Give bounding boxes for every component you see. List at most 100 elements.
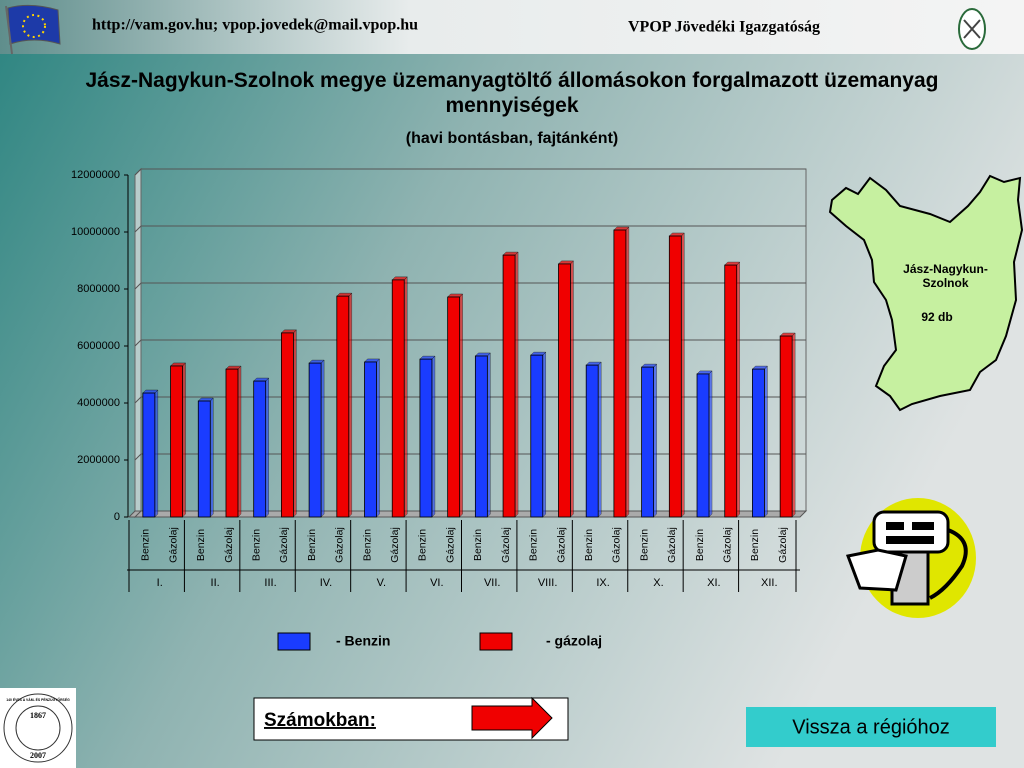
x-sub-label: Gázolaj: [389, 527, 401, 563]
chart-title: Jász-Nagykun-Szolnok megye üzemanyagtölt…: [85, 69, 939, 117]
bar: [197, 400, 211, 518]
bar-side: [237, 365, 242, 518]
bar-side: [459, 293, 463, 518]
bar: [336, 295, 350, 518]
bar: [613, 229, 627, 518]
x-sub-label: Benzin: [694, 529, 706, 561]
bar-side: [320, 359, 325, 518]
x-tick-label: I.: [157, 577, 163, 589]
bar-side: [182, 362, 186, 518]
bar: [779, 335, 793, 518]
x-sub-label: Gázolaj: [167, 527, 179, 563]
stamp: 140 ÉVES A VÁM- ÉS PÉNZÜGYŐRSÉG 1867 200…: [0, 688, 76, 768]
bar-top: [142, 389, 159, 394]
bar-top: [502, 251, 519, 256]
bar: [142, 392, 156, 518]
back-button[interactable]: Vissza a régióhoz: [746, 707, 996, 747]
x-sub-label: Benzin: [250, 529, 262, 561]
grid-line: [134, 510, 806, 518]
bar-side: [542, 351, 547, 518]
y-tick-label: 12000000: [71, 169, 120, 181]
grid-line: [134, 453, 806, 461]
bar: [585, 364, 599, 518]
bar: [308, 362, 322, 518]
bar: [364, 361, 377, 518]
header-url: http://vam.gov.hu; vpop.jovedek@mail.vpo…: [92, 17, 418, 34]
y-tick-label: 2000000: [77, 454, 120, 466]
grid-line: [134, 168, 806, 176]
bar: [419, 358, 433, 518]
grid-line: [134, 282, 806, 290]
x-sub-label: Benzin: [140, 529, 152, 561]
x-sub-label: Gázolaj: [500, 527, 512, 563]
bar: [696, 373, 710, 518]
bar: [558, 263, 571, 518]
bar: [668, 235, 682, 518]
x-sub-label: Gázolaj: [777, 527, 789, 563]
bar-top: [696, 370, 713, 375]
bar-side: [625, 226, 630, 518]
bar: [170, 365, 183, 518]
bar-side: [293, 329, 297, 518]
x-tick-label: IV.: [320, 577, 332, 589]
x-sub-label: Gázolaj: [334, 527, 346, 563]
bar-side: [403, 276, 408, 518]
x-sub-label: Benzin: [417, 529, 429, 561]
x-sub-label: Benzin: [749, 529, 761, 561]
x-sub-label: Gázolaj: [278, 527, 290, 563]
y-tick-label: 4000000: [77, 397, 120, 409]
bar: [391, 279, 405, 518]
x-sub-label: Gázolaj: [555, 527, 567, 563]
bar-top: [779, 332, 796, 337]
map-count: 92 db: [921, 310, 952, 324]
bar-side: [764, 365, 768, 518]
bar-side: [570, 260, 574, 518]
legend-label: - Benzin: [336, 633, 390, 649]
legend-swatch: [277, 632, 311, 651]
x-tick-label: IX.: [596, 577, 609, 589]
bar-side: [653, 363, 657, 518]
x-tick-label: X.: [653, 577, 663, 589]
org-logo: [958, 8, 986, 50]
y-tick-label: 8000000: [77, 283, 120, 295]
bar-top: [474, 352, 491, 357]
link-label[interactable]: Számokban:: [264, 710, 376, 731]
bar-top: [530, 351, 547, 356]
x-sub-label: Benzin: [583, 529, 595, 561]
bar-top: [585, 361, 602, 366]
eu-flag: [5, 4, 61, 55]
x-tick-label: XII.: [761, 577, 778, 589]
bar-top: [253, 377, 270, 382]
stamp-text: 140 ÉVES A VÁM- ÉS PÉNZÜGYŐRSÉG: [6, 697, 70, 702]
map-label: Jász-Nagykun-Szolnok: [903, 262, 988, 290]
x-tick-label: XI.: [707, 577, 720, 589]
grid-line: [134, 225, 806, 233]
chart-subtitle: (havi bontásban, fajtánként): [405, 130, 619, 147]
bar-side: [597, 361, 602, 518]
y-tick-label: 0: [114, 511, 120, 523]
x-sub-label: Benzin: [195, 529, 207, 561]
bar-side: [708, 370, 713, 518]
stamp-end: 2007: [30, 751, 46, 760]
grid-line: [134, 339, 806, 347]
bar-top: [391, 276, 408, 281]
bar-top: [613, 226, 630, 231]
x-sub-label: Gázolaj: [722, 527, 734, 563]
bar-side: [154, 389, 159, 518]
x-sub-label: Benzin: [361, 529, 373, 561]
bar-top: [668, 232, 685, 237]
x-sub-label: Benzin: [638, 529, 650, 561]
numbers-link[interactable]: Számokban:: [253, 696, 569, 741]
fuel-pump-icon: [845, 498, 976, 618]
x-tick-label: VII.: [484, 577, 501, 589]
button-label[interactable]: Vissza a régióhoz: [792, 716, 950, 738]
bar-top: [169, 362, 187, 367]
bar-side: [265, 377, 269, 518]
bar: [280, 332, 294, 518]
chart: 0 2000000 4000000 6000000 8000000 10000000 120…: [71, 167, 808, 651]
x-tick-label: V.: [377, 577, 386, 589]
x-sub-label: Gázolaj: [223, 527, 235, 563]
x-tick-label: VI.: [430, 577, 443, 589]
bar-side: [736, 261, 740, 518]
